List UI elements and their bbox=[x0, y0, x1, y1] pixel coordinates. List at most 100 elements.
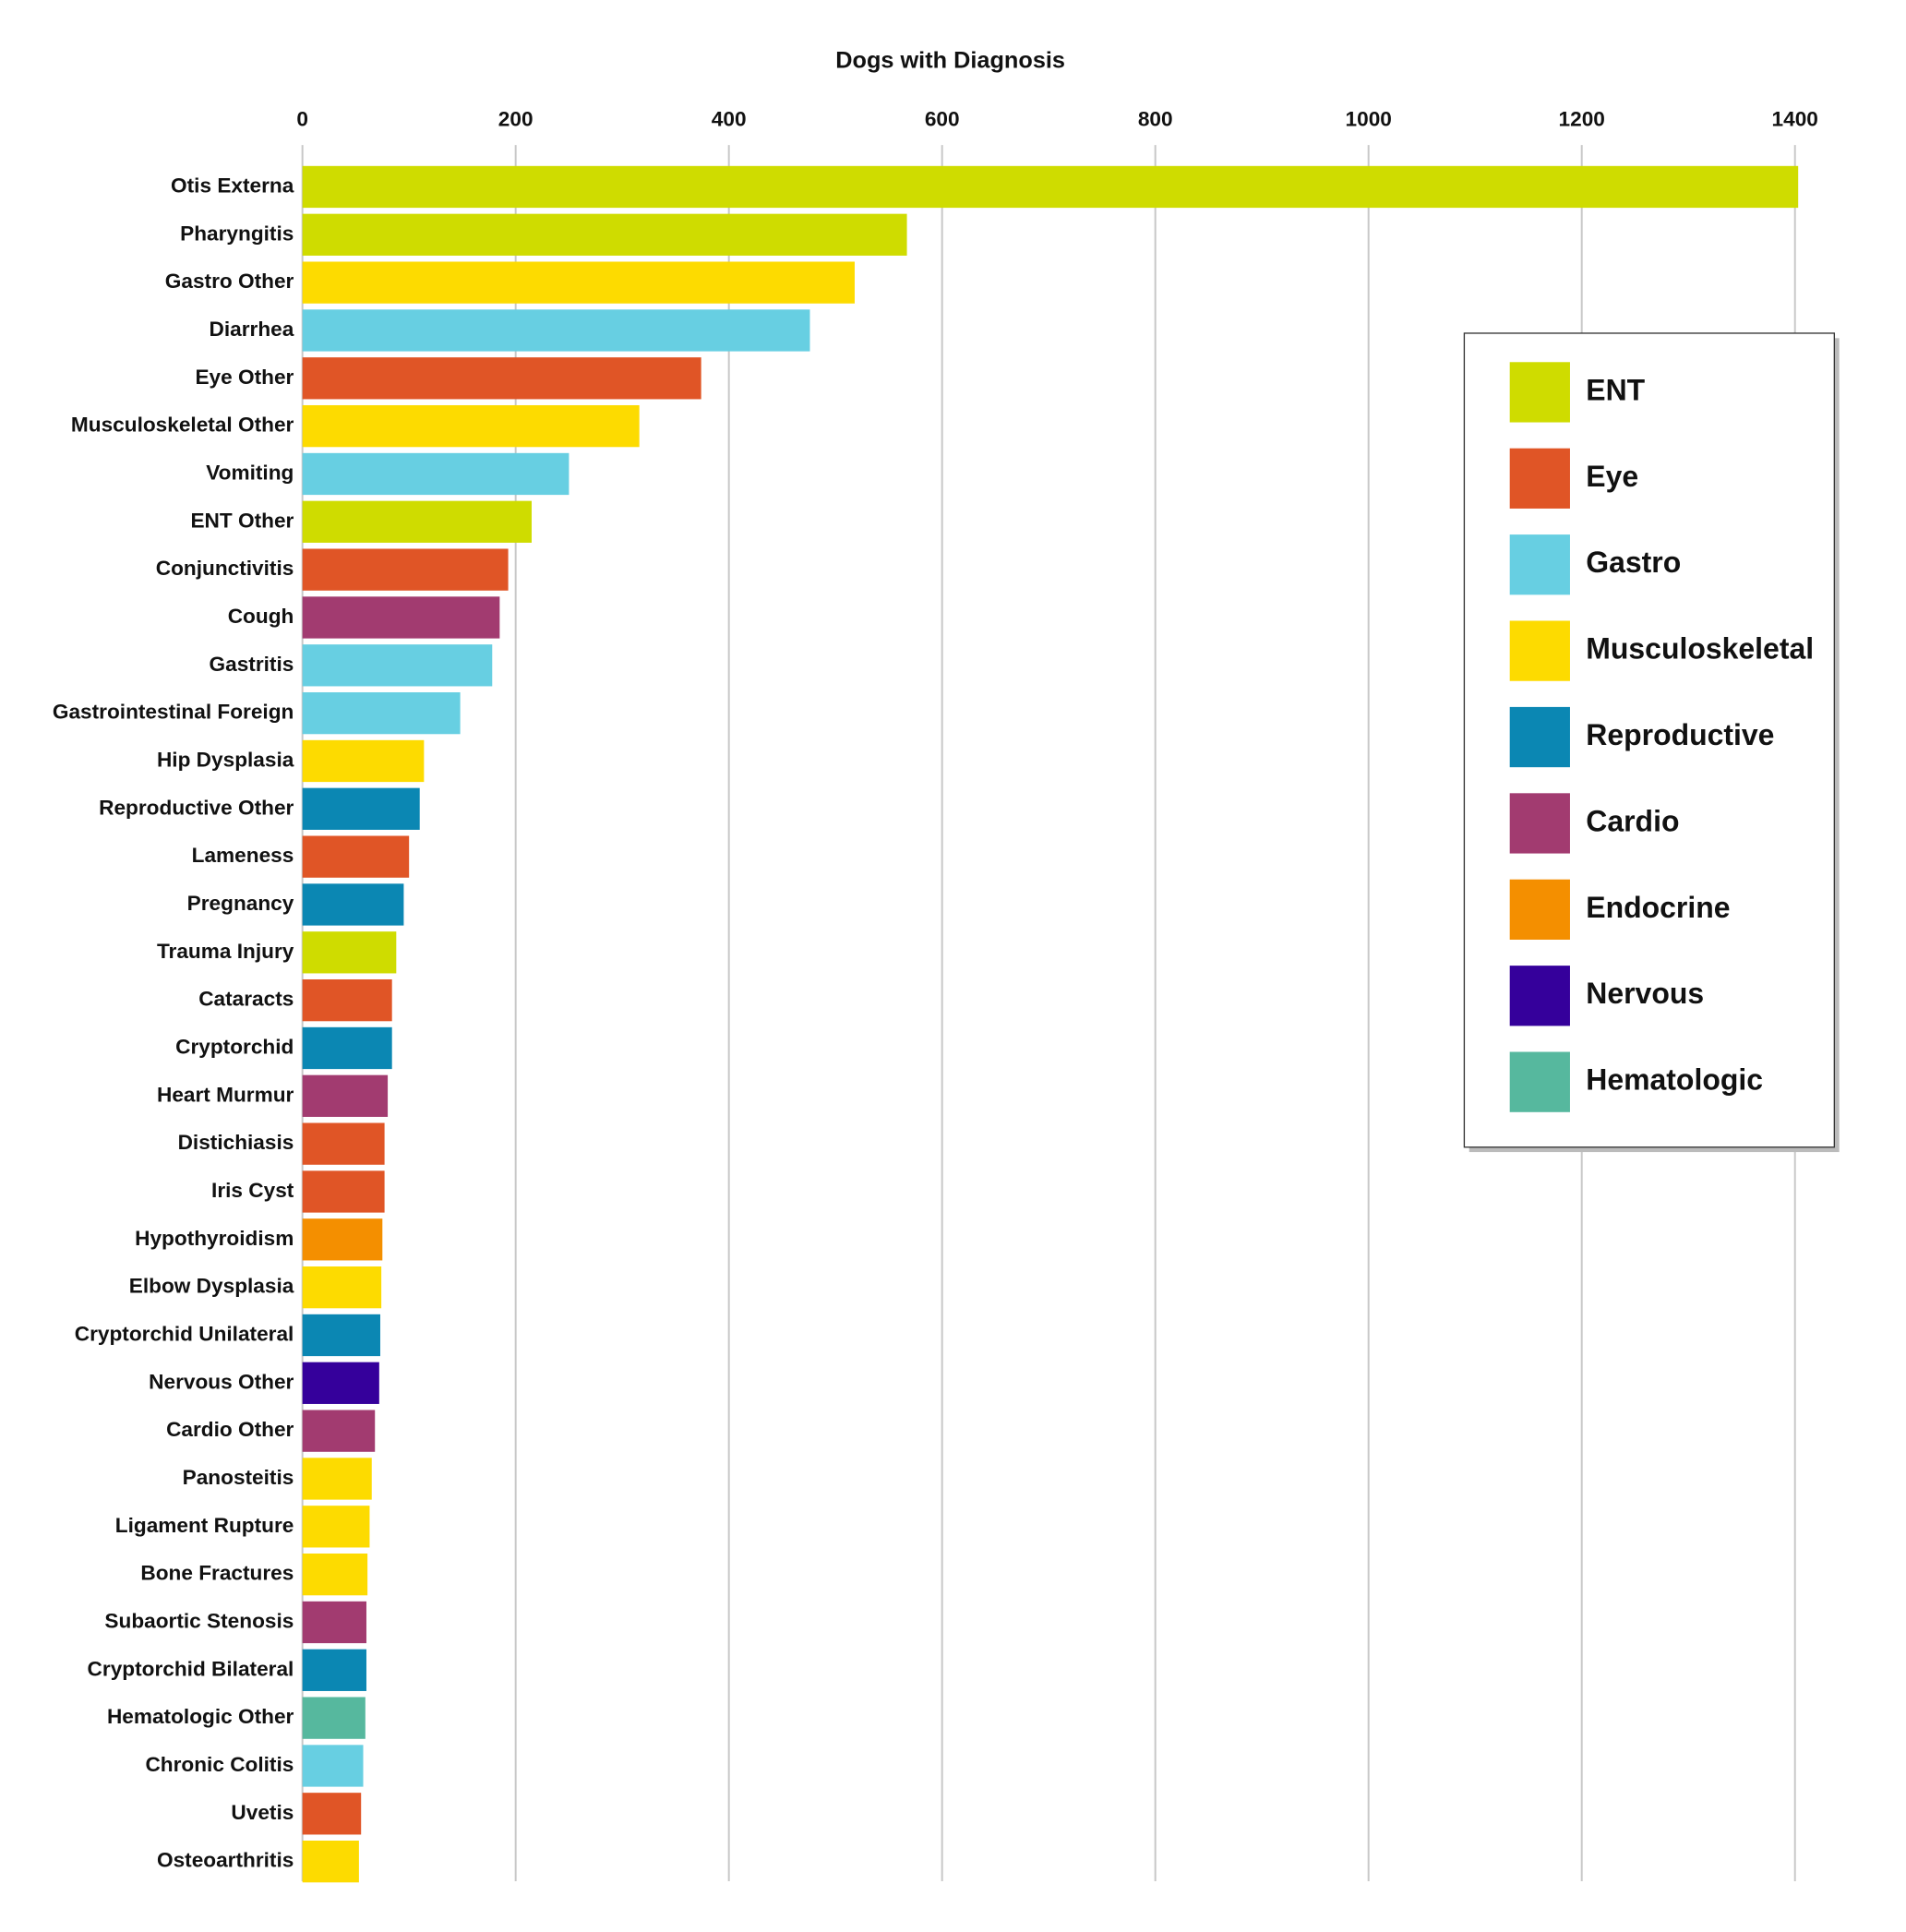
y-tick-label: Musculoskeletal Other bbox=[71, 414, 294, 437]
y-tick-label: Nervous Other bbox=[149, 1370, 294, 1393]
y-tick-label: Cataracts bbox=[198, 988, 294, 1011]
y-tick-label: Vomiting bbox=[206, 461, 294, 484]
y-tick-label: Cardio Other bbox=[166, 1418, 294, 1441]
legend-label: Endocrine bbox=[1586, 891, 1730, 924]
legend-label: ENT bbox=[1586, 373, 1645, 406]
x-tick-label: 200 bbox=[498, 108, 533, 131]
bar bbox=[302, 1314, 380, 1357]
bar bbox=[302, 644, 493, 687]
bar bbox=[302, 883, 404, 926]
bar bbox=[302, 309, 810, 352]
legend-swatch bbox=[1509, 620, 1570, 681]
bar bbox=[302, 1266, 382, 1309]
legend-swatch bbox=[1509, 793, 1570, 854]
legend-swatch bbox=[1509, 362, 1570, 423]
legend-label: Gastro bbox=[1586, 546, 1681, 579]
bar bbox=[302, 1649, 366, 1691]
bar bbox=[302, 1793, 362, 1835]
legend-label: Cardio bbox=[1586, 804, 1679, 837]
bar bbox=[302, 739, 425, 783]
bar bbox=[302, 1458, 372, 1500]
x-tick-label: 1400 bbox=[1772, 108, 1818, 131]
y-tick-label: Cryptorchid bbox=[175, 1035, 294, 1058]
bar bbox=[302, 404, 640, 448]
bar bbox=[302, 1122, 385, 1165]
legend-label: Eye bbox=[1586, 460, 1638, 493]
bar bbox=[302, 1074, 389, 1117]
legend-label: Hematologic bbox=[1586, 1063, 1763, 1097]
bar bbox=[302, 261, 855, 304]
bar bbox=[302, 1554, 368, 1596]
y-tick-label: Trauma Injury bbox=[157, 940, 294, 963]
bar bbox=[302, 1410, 376, 1452]
y-tick-label: Hip Dysplasia bbox=[157, 748, 294, 771]
y-tick-label: Cryptorchid Unilateral bbox=[75, 1322, 294, 1345]
y-tick-label: Eye Other bbox=[195, 366, 294, 389]
x-tick-label: 1000 bbox=[1346, 108, 1392, 131]
y-tick-label: Distichiasis bbox=[178, 1131, 294, 1154]
bar bbox=[302, 213, 907, 256]
y-tick-label: Chronic Colitis bbox=[145, 1753, 294, 1776]
bar bbox=[302, 1841, 359, 1883]
y-tick-label: Pregnancy bbox=[187, 892, 294, 915]
x-tick-label: 1200 bbox=[1559, 108, 1605, 131]
bar bbox=[302, 1697, 366, 1739]
y-tick-label: Pharyngitis bbox=[180, 222, 294, 245]
bar bbox=[302, 596, 500, 639]
x-tick-label: 400 bbox=[712, 108, 747, 131]
y-tick-label: Elbow Dysplasia bbox=[129, 1275, 294, 1298]
y-tick-label: Hypothyroidism bbox=[135, 1227, 294, 1250]
bar bbox=[302, 1601, 366, 1644]
y-tick-label: ENT Other bbox=[190, 509, 294, 532]
bar bbox=[302, 165, 1799, 209]
y-tick-label: Gastritis bbox=[210, 653, 294, 676]
bar bbox=[302, 357, 701, 400]
legend-label: Nervous bbox=[1586, 977, 1704, 1010]
y-tick-label: Osteoarthritis bbox=[157, 1849, 294, 1872]
y-tick-label: Ligament Rupture bbox=[115, 1514, 294, 1537]
legend-swatch bbox=[1509, 534, 1570, 595]
legend-swatch bbox=[1509, 879, 1570, 940]
bar bbox=[302, 1745, 364, 1787]
bar bbox=[302, 1026, 392, 1070]
bar bbox=[302, 931, 397, 974]
y-tick-label: Gastrointestinal Foreign bbox=[53, 701, 294, 724]
bar bbox=[302, 1506, 370, 1548]
y-tick-label: Cryptorchid Bilateral bbox=[88, 1657, 294, 1680]
y-tick-label: Conjunctivitis bbox=[156, 557, 294, 580]
bar bbox=[302, 1170, 385, 1213]
x-tick-label: 0 bbox=[296, 108, 308, 131]
y-tick-label: Reproductive Other bbox=[99, 796, 294, 819]
y-tick-label: Iris Cyst bbox=[211, 1179, 294, 1202]
y-tick-label: Subaortic Stenosis bbox=[104, 1609, 294, 1632]
legend-swatch bbox=[1509, 706, 1570, 768]
y-tick-label: Bone Fractures bbox=[140, 1562, 294, 1585]
y-tick-label: Gastro Other bbox=[165, 270, 294, 293]
bar bbox=[302, 452, 569, 496]
bar bbox=[302, 978, 392, 1022]
bar bbox=[302, 1362, 379, 1404]
bar bbox=[302, 691, 461, 735]
y-tick-label: Panosteitis bbox=[183, 1466, 294, 1489]
y-tick-label: Diarrhea bbox=[210, 318, 294, 341]
x-tick-label: 600 bbox=[925, 108, 960, 131]
bar bbox=[302, 1218, 383, 1261]
legend-swatch bbox=[1509, 966, 1570, 1026]
bar bbox=[302, 548, 509, 591]
y-tick-label: Otis Externa bbox=[171, 174, 294, 197]
x-tick-label: 800 bbox=[1138, 108, 1173, 131]
y-tick-label: Uvetis bbox=[231, 1801, 294, 1824]
y-tick-label: Cough bbox=[228, 605, 294, 628]
bar bbox=[302, 500, 533, 543]
y-tick-label: Heart Murmur bbox=[157, 1083, 294, 1106]
legend-label: Reproductive bbox=[1586, 718, 1774, 751]
bar bbox=[302, 787, 420, 830]
legend-swatch bbox=[1509, 448, 1570, 509]
legend-label: Musculoskeletal bbox=[1586, 632, 1814, 666]
legend-swatch bbox=[1509, 1051, 1570, 1112]
y-tick-label: Lameness bbox=[192, 844, 294, 867]
bar bbox=[302, 835, 410, 878]
plot: Dogs with Diagnosis 0 200 400 600 800 1000 120… bbox=[53, 47, 1840, 1883]
chart-title: Dogs with Diagnosis bbox=[835, 47, 1065, 73]
